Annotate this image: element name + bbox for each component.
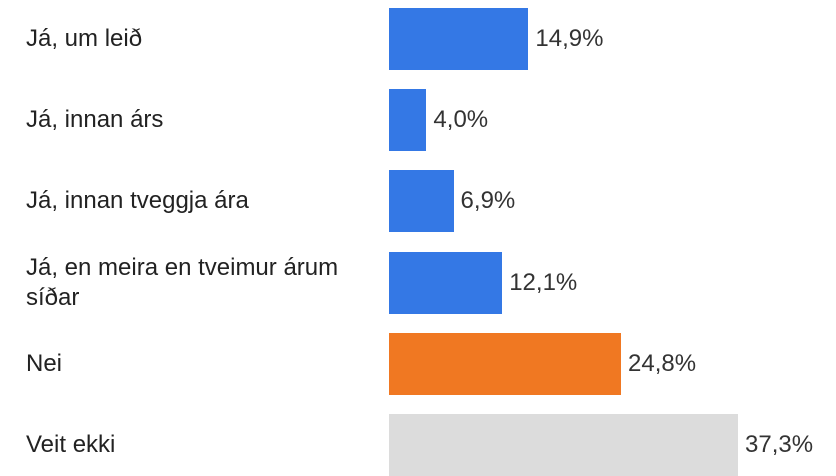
value-label: 12,1% (509, 268, 578, 296)
bar (389, 332, 622, 395)
bar (389, 414, 738, 476)
value-label: 37,3% (745, 431, 814, 458)
value-label: 6,9% (460, 187, 516, 215)
value-label: 14,9% (535, 25, 604, 52)
bar (389, 8, 529, 70)
value-label: 4,0% (433, 106, 489, 134)
value-label: 24,8% (628, 349, 697, 377)
category-label: Nei (26, 349, 63, 377)
bar (389, 251, 503, 314)
bar (389, 89, 427, 152)
bar (389, 170, 454, 233)
category-label: Já, um leið (26, 25, 143, 52)
category-label: Veit ekki (26, 431, 116, 458)
category-label: Já, innan árs (26, 106, 164, 134)
category-label: Já, en meira en tveimur árum síðar (26, 253, 339, 311)
category-label: Já, innan tveggja ára (26, 187, 249, 215)
